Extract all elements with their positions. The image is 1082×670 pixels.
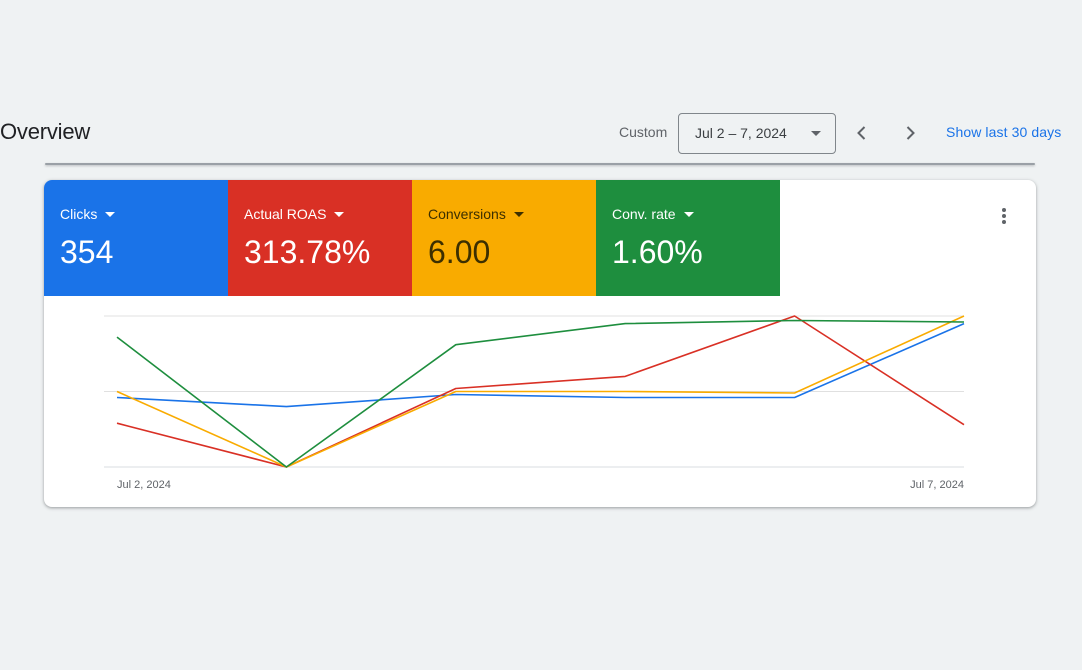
metric-label: Conversions bbox=[428, 206, 506, 222]
arrow-drop-down-icon bbox=[105, 212, 116, 217]
chart-series-line-3 bbox=[116, 315, 965, 468]
chart-series-line-1 bbox=[116, 322, 965, 408]
performance-line-chart: Jul 2, 2024 Jul 7, 2024 bbox=[104, 315, 965, 491]
metric-label: Conv. rate bbox=[612, 206, 676, 222]
x-axis-tick-label: Jul 2, 2024 bbox=[117, 479, 171, 491]
chart-series-line-2 bbox=[116, 315, 965, 468]
next-period-button[interactable] bbox=[894, 117, 926, 149]
chevron-right-icon bbox=[906, 126, 915, 140]
arrow-drop-down-icon bbox=[811, 131, 821, 136]
arrow-drop-down-icon bbox=[334, 212, 345, 217]
custom-range-label: Custom bbox=[619, 124, 668, 140]
chart-series-line-4 bbox=[116, 319, 965, 468]
metric-value: 313.78% bbox=[244, 234, 371, 270]
metric-tile-conv-rate[interactable]: Conv. rate 1.60% bbox=[596, 180, 780, 296]
date-range-select[interactable]: Jul 2 – 7, 2024 bbox=[678, 113, 836, 154]
more-options-button[interactable] bbox=[988, 200, 1020, 232]
chevron-left-icon bbox=[857, 126, 866, 140]
date-range-value: Jul 2 – 7, 2024 bbox=[695, 125, 787, 141]
metric-label-row: Clicks bbox=[60, 206, 116, 222]
performance-card: Clicks 354 Actual ROAS 313.78% Conversio… bbox=[44, 180, 1036, 507]
previous-period-button[interactable] bbox=[846, 117, 878, 149]
metric-label-row: Conversions bbox=[428, 206, 524, 222]
metric-label-row: Actual ROAS bbox=[244, 206, 345, 222]
metric-tile-clicks[interactable]: Clicks 354 bbox=[44, 180, 228, 296]
metric-tile-conversions[interactable]: Conversions 6.00 bbox=[412, 180, 596, 296]
toolbar-divider bbox=[45, 163, 1035, 165]
overview-toolbar: Overview Custom Jul 2 – 7, 2024 Show las… bbox=[0, 0, 1082, 170]
metric-value: 1.60% bbox=[612, 234, 703, 270]
metric-label: Clicks bbox=[60, 206, 98, 222]
arrow-drop-down-icon bbox=[513, 212, 524, 217]
x-axis-tick-label: Jul 7, 2024 bbox=[910, 479, 964, 491]
metric-label-row: Conv. rate bbox=[612, 206, 694, 222]
metric-value: 6.00 bbox=[428, 234, 491, 270]
metric-value: 354 bbox=[60, 234, 114, 270]
more-vert-icon bbox=[1002, 208, 1006, 224]
arrow-drop-down-icon bbox=[683, 212, 694, 217]
show-last-30-days-link[interactable]: Show last 30 days bbox=[946, 124, 1062, 140]
metric-label: Actual ROAS bbox=[244, 206, 327, 222]
metric-tile-actual-roas[interactable]: Actual ROAS 313.78% bbox=[228, 180, 412, 296]
page-title: Overview bbox=[0, 119, 91, 144]
